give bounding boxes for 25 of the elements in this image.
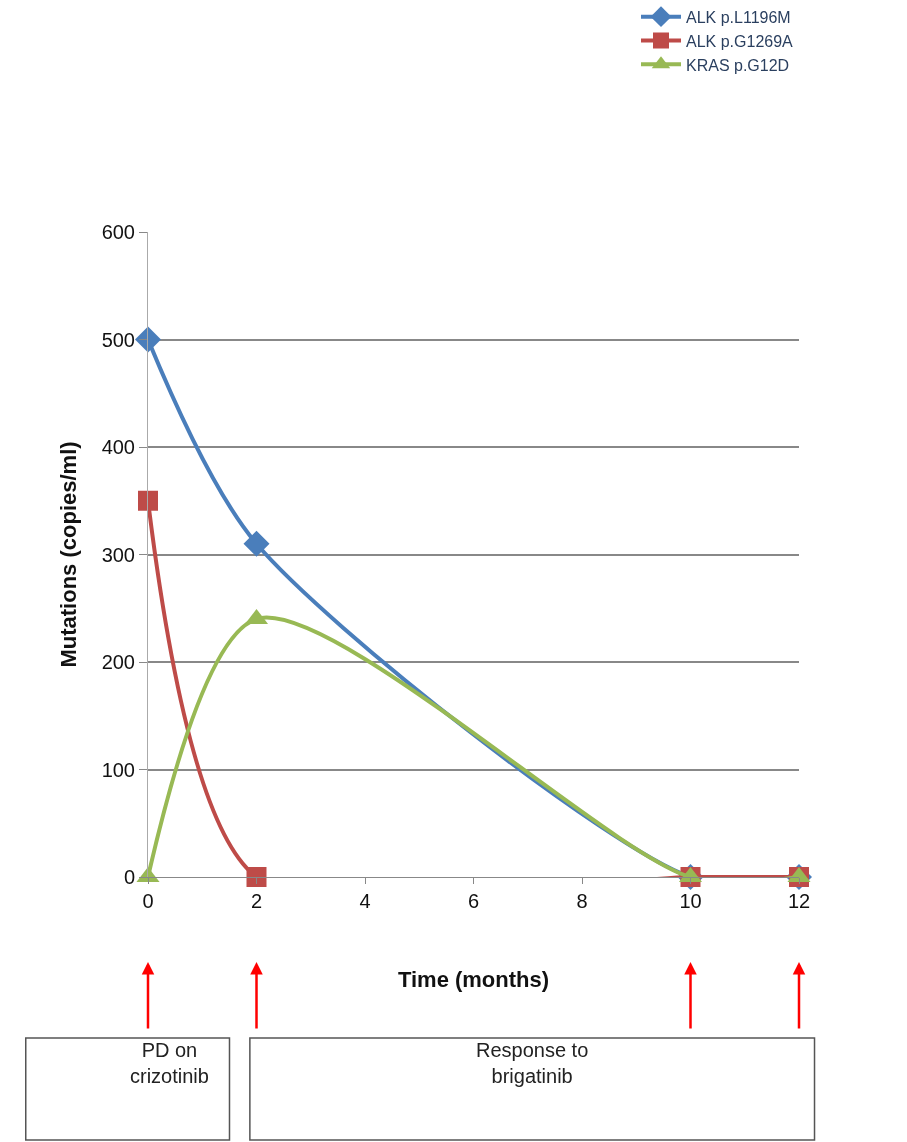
y-tick-label: 600 (101, 221, 135, 243)
text: Response to brigatinib (476, 1039, 589, 1087)
y-tick-label: 500 (101, 328, 135, 351)
point (135, 326, 161, 353)
x-axis-title: Time (months) (397, 966, 550, 992)
x-tick-label: 8 (576, 890, 588, 912)
y-tick-label: 400 (101, 436, 135, 458)
legend-label: KRAS p.G12D (686, 56, 790, 74)
x-tick-label: 10 (679, 890, 702, 912)
x-tick-label: 2 (250, 890, 263, 912)
x-tick-label: 4 (359, 890, 371, 912)
x-tick-label: 0 (142, 890, 154, 912)
point (138, 490, 158, 511)
legend-label: ALK p.G1269A (686, 32, 794, 50)
text: PD on crizotinib (130, 1039, 209, 1087)
point (243, 530, 270, 557)
x-tick-label: 12 (787, 890, 811, 912)
y-tick-label: 100 (101, 758, 135, 781)
y-tick-label: 300 (101, 543, 135, 566)
point (246, 867, 267, 887)
y-tick-label: 0 (123, 866, 135, 888)
x-tick-label: 6 (467, 890, 480, 912)
legend-label: ALK p.L1196M (686, 8, 791, 26)
y-axis-title: Mutations (copies/ml) (56, 441, 82, 668)
y-tick-label: 200 (101, 651, 135, 673)
